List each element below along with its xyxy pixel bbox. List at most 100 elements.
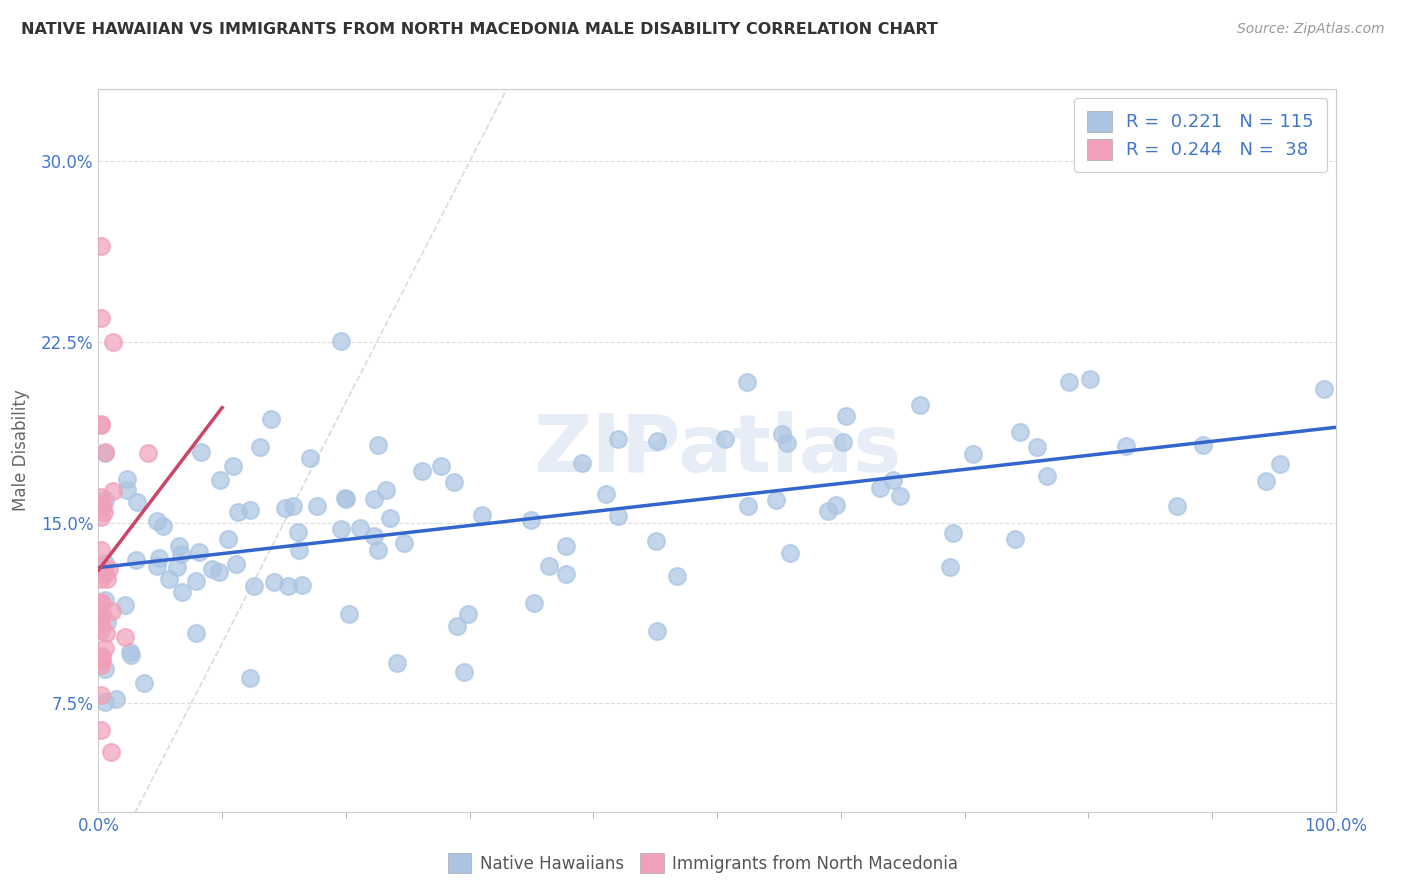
Point xyxy=(430,458,453,473)
Point xyxy=(1078,372,1101,386)
Point xyxy=(349,521,371,535)
Point xyxy=(665,569,688,583)
Point xyxy=(1026,440,1049,454)
Point xyxy=(446,619,468,633)
Point xyxy=(91,500,114,514)
Point xyxy=(283,499,305,513)
Point xyxy=(125,553,148,567)
Text: NATIVE HAWAIIAN VS IMMIGRANTS FROM NORTH MACEDONIA MALE DISABILITY CORRELATION C: NATIVE HAWAIIAN VS IMMIGRANTS FROM NORTH… xyxy=(21,22,938,37)
Point xyxy=(90,417,112,431)
Point xyxy=(217,533,239,547)
Point xyxy=(201,562,224,576)
Point xyxy=(335,492,357,507)
Point xyxy=(166,560,188,574)
Point xyxy=(90,543,112,558)
Point xyxy=(775,436,797,450)
Point xyxy=(90,560,112,574)
Point xyxy=(225,557,247,571)
Point xyxy=(274,501,297,516)
Point xyxy=(375,483,398,497)
Y-axis label: Male Disability: Male Disability xyxy=(11,390,30,511)
Point xyxy=(120,648,142,662)
Point xyxy=(288,543,311,558)
Point xyxy=(90,311,112,326)
Point xyxy=(115,472,138,486)
Point xyxy=(208,566,231,580)
Point xyxy=(520,513,543,527)
Point xyxy=(90,657,112,672)
Point xyxy=(889,489,911,503)
Point xyxy=(93,556,115,570)
Point xyxy=(263,575,285,590)
Point xyxy=(90,615,112,629)
Point xyxy=(1059,375,1081,389)
Point xyxy=(101,335,124,350)
Point xyxy=(337,607,360,622)
Point xyxy=(595,487,617,501)
Point xyxy=(90,509,112,524)
Point xyxy=(96,573,118,587)
Point xyxy=(93,445,115,459)
Point xyxy=(184,625,207,640)
Point xyxy=(114,630,136,644)
Point xyxy=(607,432,630,446)
Point xyxy=(330,523,353,537)
Point xyxy=(869,481,891,495)
Point xyxy=(90,654,112,668)
Point xyxy=(817,504,839,518)
Point xyxy=(90,238,112,252)
Point xyxy=(330,334,353,348)
Point xyxy=(90,611,112,625)
Point xyxy=(157,572,180,586)
Point xyxy=(1312,383,1334,397)
Point xyxy=(90,649,112,664)
Point xyxy=(91,606,114,620)
Point xyxy=(93,446,115,460)
Point xyxy=(333,491,356,505)
Point xyxy=(90,689,112,703)
Point xyxy=(90,596,112,610)
Point xyxy=(1254,474,1277,488)
Point xyxy=(647,624,669,638)
Point xyxy=(779,546,801,560)
Point xyxy=(100,744,122,758)
Point xyxy=(832,435,855,450)
Point xyxy=(90,723,112,738)
Point xyxy=(882,473,904,487)
Point xyxy=(148,551,170,566)
Point xyxy=(453,665,475,679)
Point xyxy=(908,398,931,412)
Point xyxy=(1270,457,1292,471)
Point xyxy=(367,438,389,452)
Point xyxy=(1191,438,1213,452)
Point xyxy=(94,641,117,656)
Point xyxy=(291,578,314,592)
Point xyxy=(443,475,465,490)
Point xyxy=(1008,425,1031,440)
Point xyxy=(260,411,283,425)
Point xyxy=(132,676,155,690)
Point xyxy=(239,503,262,517)
Point xyxy=(90,566,112,581)
Point xyxy=(249,441,271,455)
Point xyxy=(938,560,960,574)
Point xyxy=(835,409,858,424)
Point xyxy=(1004,532,1026,546)
Point xyxy=(411,465,433,479)
Point xyxy=(93,563,115,577)
Point xyxy=(93,505,115,519)
Point xyxy=(96,615,118,629)
Point xyxy=(735,376,758,390)
Point xyxy=(146,559,169,574)
Point xyxy=(471,508,494,523)
Point xyxy=(90,617,112,632)
Point xyxy=(120,645,142,659)
Point xyxy=(186,574,208,589)
Point xyxy=(645,533,668,548)
Point xyxy=(125,495,148,509)
Point xyxy=(378,511,401,525)
Text: Source: ZipAtlas.com: Source: ZipAtlas.com xyxy=(1237,22,1385,37)
Point xyxy=(367,542,389,557)
Point xyxy=(606,508,628,523)
Point xyxy=(208,473,231,487)
